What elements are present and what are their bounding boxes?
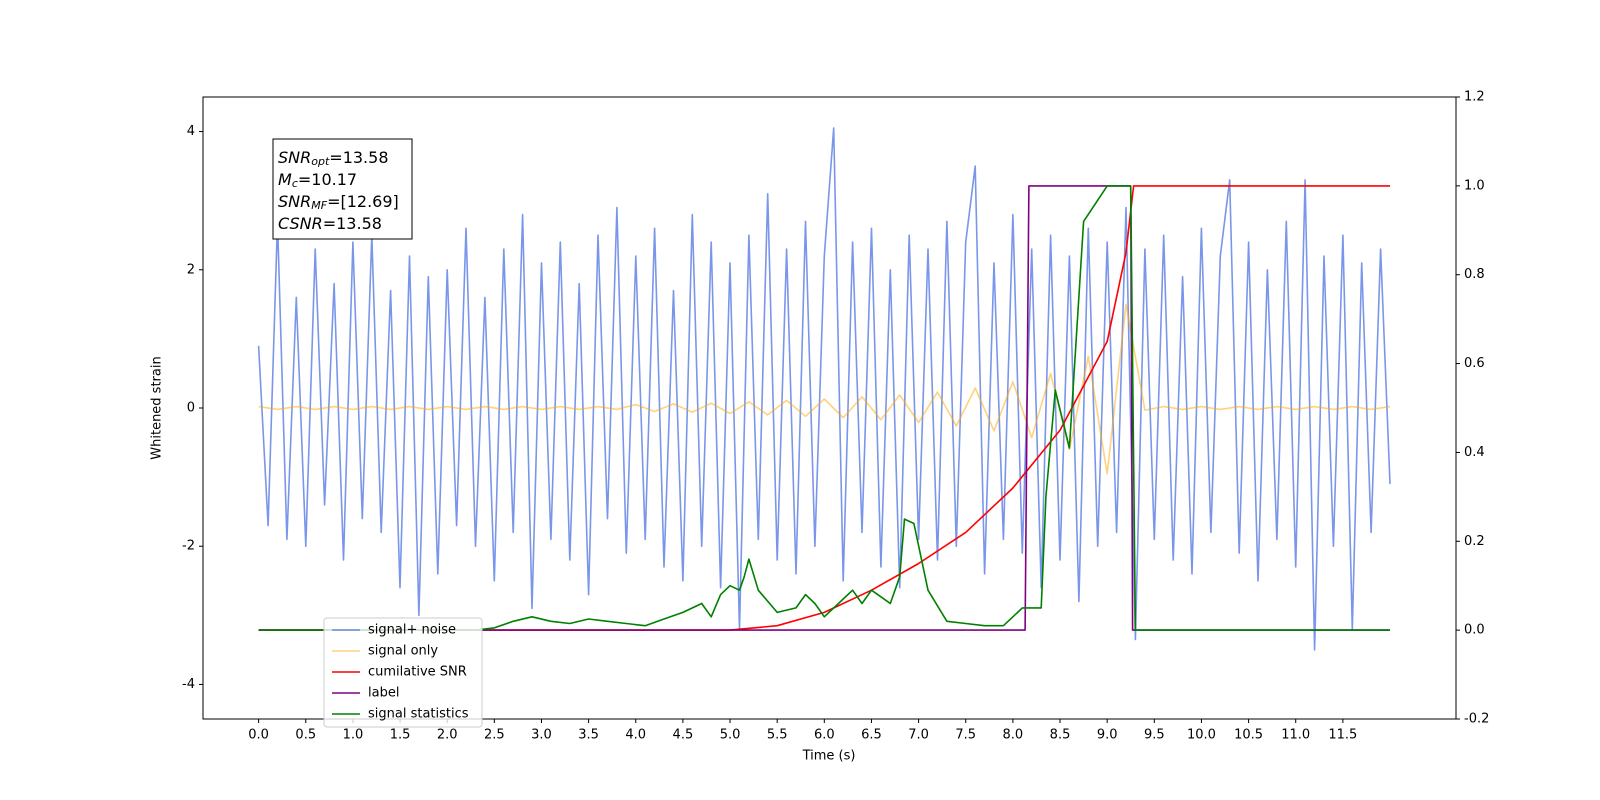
x-tick-label: 9.0 — [1097, 728, 1118, 743]
annotation-symbol: CSNR — [278, 214, 323, 233]
x-tick-label: 1.0 — [343, 728, 364, 743]
x-tick-label: 11.0 — [1281, 728, 1310, 743]
legend-label: cumilative SNR — [368, 665, 467, 680]
x-tick-label: 8.5 — [1050, 728, 1071, 743]
x-tick-label: 10.0 — [1187, 728, 1216, 743]
legend-label: signal only — [368, 644, 438, 659]
annotation-subscript: MF — [311, 199, 327, 212]
x-tick-label: 4.0 — [625, 728, 646, 743]
annotation-line: Mc=10.17 — [278, 170, 357, 191]
y-axis-label: Whitened strain — [150, 356, 165, 459]
annotation-subscript: c — [292, 177, 298, 190]
y-tick-label: -2 — [182, 539, 195, 554]
y2-tick-label: 0.2 — [1464, 534, 1485, 549]
legend-label: signal+ noise — [368, 623, 456, 638]
y2-tick-label: 0.6 — [1464, 356, 1485, 371]
annotation-line: SNRMF=[12.69] — [278, 192, 399, 213]
x-tick-label: 3.0 — [531, 728, 552, 743]
legend-label: signal statistics — [368, 707, 469, 722]
series-line — [258, 185, 1390, 631]
y2-tick-label: 0.8 — [1464, 267, 1485, 282]
annotation-subscript: opt — [311, 155, 330, 168]
y-tick-label: 2 — [187, 262, 195, 277]
y2-tick-label: 1.0 — [1464, 178, 1485, 193]
x-tick-label: 5.5 — [767, 728, 788, 743]
series-line — [258, 303, 1391, 475]
y-tick-label: 4 — [187, 124, 195, 139]
x-tick-label: 6.0 — [814, 728, 835, 743]
x-tick-label: 0.5 — [295, 728, 316, 743]
y-tick-label: -4 — [182, 677, 195, 692]
y2-tick-label: -0.2 — [1464, 712, 1489, 727]
x-tick-label: 7.5 — [955, 728, 976, 743]
x-tick-label: 4.5 — [673, 728, 694, 743]
x-tick-label: 5.0 — [720, 728, 741, 743]
legend-frame — [323, 617, 483, 728]
annotation-box — [272, 138, 413, 240]
annotation-symbol: SNR — [278, 192, 311, 211]
series-line — [257, 127, 1391, 651]
x-tick-label: 9.5 — [1144, 728, 1165, 743]
x-tick-label: 6.5 — [861, 728, 882, 743]
legend-label: label — [368, 686, 399, 701]
annotation-text: =13.58 — [323, 214, 382, 233]
y-tick-label: 0 — [187, 401, 195, 416]
y2-tick-label: 0.0 — [1464, 623, 1485, 638]
annotation-symbol: M — [278, 170, 292, 189]
x-tick-label: 8.0 — [1003, 728, 1024, 743]
x-tick-label: 10.5 — [1234, 728, 1263, 743]
x-tick-label: 7.0 — [908, 728, 929, 743]
annotation-line: SNRopt=13.58 — [278, 148, 389, 169]
series-line — [258, 185, 1390, 631]
annotation-line: CSNR=13.58 — [278, 214, 382, 233]
x-tick-label: 3.5 — [578, 728, 599, 743]
annotation-text: =10.17 — [298, 170, 357, 189]
x-tick-label: 11.5 — [1328, 728, 1357, 743]
y2-tick-label: 0.4 — [1464, 445, 1485, 460]
x-tick-label: 1.5 — [390, 728, 411, 743]
x-tick-label: 2.0 — [437, 728, 458, 743]
x-tick-label: 2.5 — [484, 728, 505, 743]
x-axis-label: Time (s) — [802, 749, 856, 764]
annotation-symbol: SNR — [278, 148, 311, 167]
annotation-text: =13.58 — [329, 148, 388, 167]
x-tick-label: 0.0 — [248, 728, 269, 743]
y2-tick-label: 1.2 — [1464, 90, 1485, 105]
annotation-text: =[12.69] — [327, 192, 399, 211]
